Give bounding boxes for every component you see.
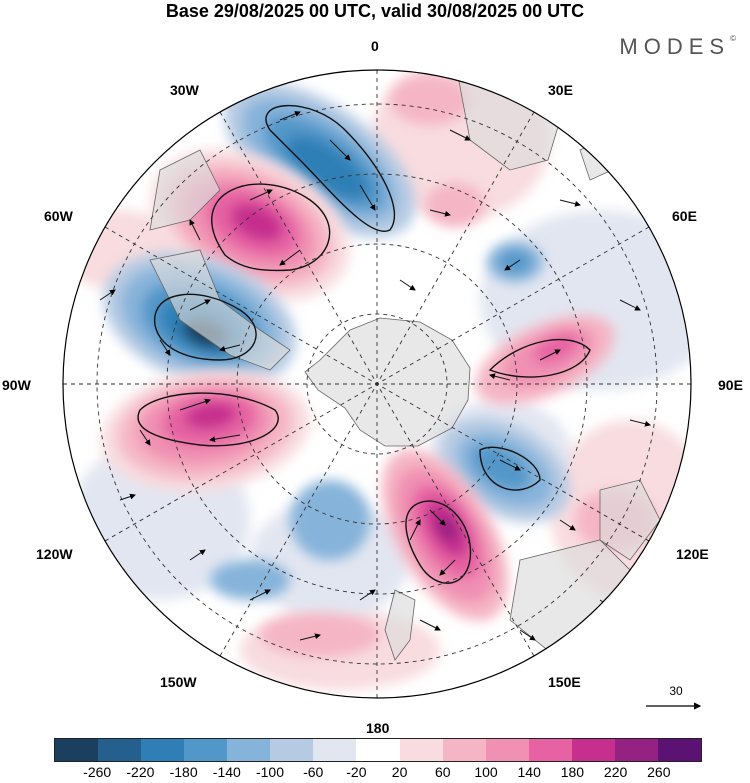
lon-label-60w: 60W bbox=[44, 208, 73, 224]
colorbar-swatch bbox=[528, 739, 572, 761]
anomaly-blob bbox=[184, 402, 237, 430]
colorbar-tick-label: -140 bbox=[212, 764, 241, 780]
colorbar-swatch bbox=[313, 739, 357, 761]
lon-label-180: 180 bbox=[366, 720, 390, 736]
anomaly-blob bbox=[210, 560, 290, 600]
copyright-mark: © bbox=[730, 34, 736, 43]
lon-label-90e: 90E bbox=[718, 377, 743, 393]
colorbar-swatch bbox=[614, 739, 658, 761]
colorbar-swatch bbox=[356, 739, 400, 761]
colorbar-tick-label: 180 bbox=[560, 764, 585, 780]
anomaly-blob bbox=[286, 135, 369, 200]
lon-label-30w: 30W bbox=[170, 82, 199, 98]
lon-label-150w: 150W bbox=[160, 674, 197, 690]
south-america bbox=[149, 149, 221, 231]
colorbar-tick-label: -180 bbox=[169, 764, 198, 780]
colorbar-tick-label: 140 bbox=[517, 764, 541, 780]
colorbar-tick-label: 220 bbox=[603, 764, 628, 780]
lon-label-120w: 120W bbox=[36, 546, 73, 562]
colorbar-tick-label: -20 bbox=[346, 764, 367, 780]
lon-label-30e: 30E bbox=[548, 82, 573, 98]
colorbar-tick-label: -260 bbox=[83, 764, 112, 780]
colorbar bbox=[54, 738, 702, 762]
colorbar-tick-label: -60 bbox=[303, 764, 324, 780]
wind-vectors bbox=[99, 111, 651, 641]
colorbar-ticks: -260 -220 -180 -140 -100 -60 -20 20 60 100 140 180 2… bbox=[54, 764, 702, 782]
new-zealand bbox=[384, 589, 416, 661]
colorbar-swatch bbox=[485, 739, 529, 761]
colorbar-tick-label: 60 bbox=[435, 764, 451, 780]
lon-label-90w: 90W bbox=[2, 377, 31, 393]
anomaly-blob bbox=[425, 183, 485, 227]
anomaly-blob bbox=[471, 445, 530, 490]
colorbar-swatch bbox=[571, 739, 615, 761]
map-boundary bbox=[62, 69, 692, 699]
colorbar-swatch bbox=[227, 739, 271, 761]
colorbar-swatch bbox=[98, 739, 142, 761]
graticule bbox=[63, 70, 691, 698]
lon-label-0: 0 bbox=[371, 38, 379, 54]
anomaly-blob bbox=[390, 75, 470, 125]
colorbar-tick-label: 100 bbox=[474, 764, 498, 780]
colorbar-swatch bbox=[442, 739, 486, 761]
colorbar-swatch bbox=[141, 739, 185, 761]
colorbar-tick-label: -100 bbox=[255, 764, 285, 780]
antarctica bbox=[304, 317, 471, 447]
colorbar-swatch bbox=[399, 739, 443, 761]
brand-logo: MODES© bbox=[619, 34, 736, 60]
colorbar-tick-label: 20 bbox=[391, 764, 408, 780]
reference-vector-label: 30 bbox=[669, 684, 683, 698]
anomaly-blob bbox=[230, 203, 284, 243]
lon-label-120e: 120E bbox=[676, 546, 709, 562]
colorbar-swatch bbox=[184, 739, 228, 761]
brand-text: MODES bbox=[619, 34, 731, 59]
lon-label-60e: 60E bbox=[672, 208, 697, 224]
lon-label-150e: 150E bbox=[548, 674, 581, 690]
map-title: Base 29/08/2025 00 UTC, valid 30/08/2025… bbox=[165, 1, 585, 21]
colorbar-tick-label: 260 bbox=[647, 764, 671, 780]
colorbar-swatch bbox=[270, 739, 314, 761]
colorbar-swatch bbox=[55, 739, 99, 761]
anomaly-blob bbox=[290, 480, 370, 560]
colorbar-swatch bbox=[657, 739, 701, 761]
colorbar-tick-label: -220 bbox=[126, 764, 155, 780]
anomaly-blob bbox=[499, 250, 531, 274]
contours bbox=[137, 104, 591, 584]
